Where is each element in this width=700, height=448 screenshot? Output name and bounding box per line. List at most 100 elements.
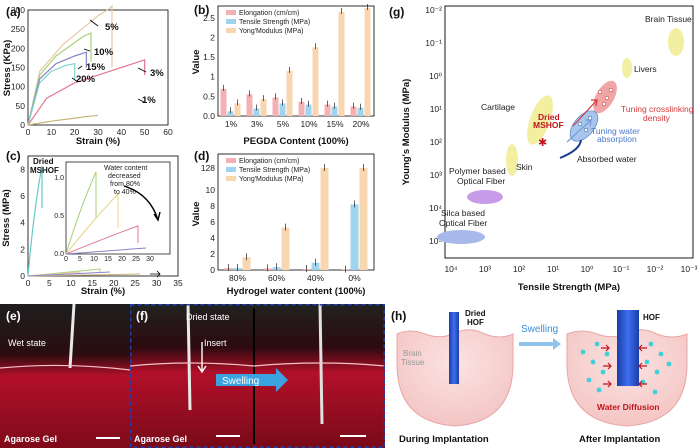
- swelling-label: Swelling: [521, 324, 558, 335]
- plot-frame: [27, 155, 179, 277]
- water-drop: [666, 361, 672, 367]
- region-label: Polymer based Optical Fiber: [449, 166, 506, 186]
- insert-arrow-icon: [197, 342, 207, 374]
- y-axis-label: Stress (MPa): [1, 189, 12, 247]
- y-tick-label: 4: [210, 233, 215, 243]
- hof-label: HOF: [643, 313, 660, 322]
- y-tick-label: 10²: [430, 137, 442, 147]
- x-axis-label: PEGDA Content (100%): [243, 136, 348, 147]
- curve: [27, 271, 111, 277]
- x-tick-label: 5: [47, 278, 52, 288]
- photo-bg: [0, 304, 130, 448]
- region-label: Skin: [516, 162, 533, 172]
- region-livers: [622, 58, 632, 78]
- water-drop: [596, 387, 602, 393]
- plot-frame: [444, 5, 694, 259]
- x-tick-label: 10⁻²: [647, 264, 664, 274]
- y-tick-label: 2: [20, 244, 25, 254]
- x-tick-label: 10²: [513, 264, 525, 274]
- region-cartilage: [527, 95, 553, 145]
- series-line: [27, 59, 146, 126]
- x-tick-label: 30: [93, 127, 103, 137]
- y-axis-label: Value: [191, 50, 202, 75]
- legend: Elongation (cm/cm) Tensile Strength (MPa…: [226, 158, 310, 183]
- x-axis-label: Strain (%): [81, 286, 125, 297]
- bar: [227, 111, 234, 116]
- x-tick-label: 15%: [326, 119, 343, 129]
- series-label: 10%: [94, 47, 114, 58]
- legend-swatch-young: [226, 28, 236, 33]
- bar: [359, 168, 368, 270]
- x-tick-label: 10⁻³: [681, 264, 698, 274]
- panel-d-label: (d): [194, 149, 209, 163]
- series-line: [27, 114, 99, 126]
- inset-curve: [65, 192, 119, 255]
- region-skin: [506, 144, 518, 176]
- water-drop: [604, 351, 610, 357]
- bar: [260, 99, 267, 116]
- gel-label: Agarose Gel: [134, 434, 187, 444]
- x-axis-label: Tensile Strength (MPa): [518, 282, 620, 293]
- water-drop: [586, 377, 592, 383]
- bar: [357, 107, 364, 116]
- x-tick-label: 0: [26, 278, 31, 288]
- gel-surface: [130, 362, 385, 367]
- y-tick-label: 8: [210, 201, 215, 211]
- legend-swatch-elongation: [226, 158, 236, 163]
- region-brain-tissue: [668, 28, 684, 56]
- panel-a-label: (a): [6, 5, 21, 19]
- bar: [350, 204, 359, 270]
- inset-curve: [65, 171, 97, 255]
- plot-frame: [217, 153, 375, 271]
- dried-annotation: Dried MSHOF: [30, 157, 59, 175]
- region-label: Brain Tissue: [645, 14, 692, 24]
- y-tick-label: 10⁵: [429, 236, 442, 246]
- x-tick-label: 80%: [229, 273, 246, 283]
- bar: [272, 97, 279, 116]
- y-tick-label: 2.5: [203, 13, 215, 23]
- x-tick-label: 20%: [352, 119, 369, 129]
- annotation-water-absorption: Tuning water absorption: [591, 126, 640, 144]
- x-tick-label: 25: [130, 278, 140, 288]
- x-tick-label: 10: [66, 278, 76, 288]
- inset-x-tick: 0: [64, 256, 68, 263]
- decrease-arrow-icon: [123, 185, 161, 222]
- y-tick-label: 0: [20, 271, 25, 281]
- x-tick-label: 40%: [307, 273, 324, 283]
- water-drop: [580, 349, 586, 355]
- legend-item: Elongation (cm/cm): [239, 10, 299, 17]
- bar: [311, 262, 320, 270]
- inset-x-tick: 10: [90, 256, 98, 263]
- diffusion-arrow: [638, 380, 647, 388]
- legend-swatch-young: [226, 176, 236, 181]
- star-icon: ✱: [538, 137, 547, 149]
- x-tick-label: 10⁻¹: [613, 264, 630, 274]
- tissue-label: Brain Tissue: [401, 349, 425, 367]
- region-label: Livers: [634, 64, 657, 74]
- inset-x-tick: 15: [104, 256, 112, 263]
- swelling-arrow-icon: [216, 368, 288, 392]
- x-tick-label: 0: [26, 127, 31, 137]
- series-label: 1%: [142, 95, 156, 106]
- y-tick-label: 10³: [430, 170, 442, 180]
- y-axis-label: Value: [191, 202, 202, 227]
- region-label: Cartilage: [481, 102, 515, 112]
- inset-y-tick: 1.0: [54, 175, 64, 182]
- legend-swatch-tensile: [226, 167, 236, 172]
- arrow-icon: [150, 270, 161, 278]
- y-tick-label: 0: [20, 120, 25, 130]
- series-arrow: [71, 77, 79, 83]
- series-arrow: [137, 98, 145, 103]
- panel-f-label: (f): [136, 309, 148, 323]
- panel-g-label: (g): [389, 5, 404, 19]
- y-tick-label: 10⁻²: [425, 5, 442, 15]
- y-tick-label: 2: [210, 32, 215, 42]
- y-tick-label: 4: [20, 218, 25, 228]
- y-tick-label: 150: [11, 63, 25, 73]
- series-arrow: [83, 48, 91, 52]
- series-arrow: [137, 67, 147, 73]
- bar: [281, 227, 290, 270]
- dried-curve: [27, 165, 43, 277]
- bar: [242, 257, 251, 270]
- water-drop: [594, 341, 600, 347]
